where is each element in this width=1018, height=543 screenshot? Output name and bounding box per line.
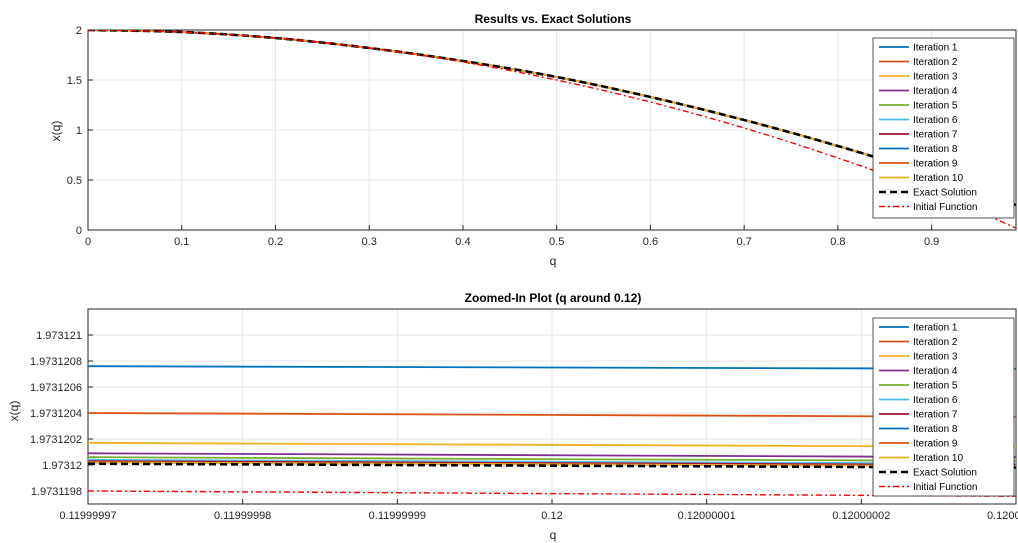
- x-tick-label: 0.3: [362, 236, 377, 248]
- legend-entry: Iteration 2: [913, 57, 958, 68]
- legend-entry: Iteration 8: [913, 424, 958, 435]
- y-tick-label: 1.9731202: [30, 434, 82, 446]
- y-tick-label: 1: [76, 125, 82, 137]
- y-tick-label: 0.5: [67, 175, 82, 187]
- series-line: [88, 490, 1016, 497]
- y-axis-label: x(q): [7, 401, 21, 422]
- chart-zoomed: Zoomed-In Plot (q around 0.12) q x(q) 0.…: [7, 291, 1018, 542]
- x-tick-label: 0.12: [541, 510, 562, 522]
- x-tick-label: 0.5: [549, 236, 564, 248]
- legend-entry: Iteration 1: [913, 43, 958, 54]
- chart-title: Zoomed-In Plot (q around 0.12): [465, 291, 642, 305]
- legend-entry: Iteration 5: [913, 101, 958, 112]
- x-tick-label: 0.12000003: [987, 510, 1018, 522]
- legend-entry: Iteration 3: [913, 72, 958, 83]
- chart-title: Results vs. Exact Solutions: [475, 12, 632, 26]
- x-axis-label: q: [550, 254, 557, 268]
- series-lines: [88, 30, 1016, 229]
- x-tick-label: 0: [85, 236, 91, 248]
- series-line: [88, 458, 1016, 465]
- legend-entry: Iteration 5: [913, 381, 958, 392]
- x-tick-label: 0.11999998: [214, 510, 271, 522]
- legend-entry: Exact Solution: [913, 188, 977, 199]
- legend-entry: Iteration 2: [913, 337, 958, 348]
- y-tick-label: 0: [76, 225, 82, 237]
- y-tick-label: 2: [76, 25, 82, 37]
- legend-entry: Iteration 7: [913, 130, 958, 141]
- series-line: [88, 460, 1016, 466]
- series-line: [88, 412, 1016, 418]
- x-tick-label: 0.2: [268, 236, 283, 248]
- x-tick-label: 0.11999997: [59, 510, 116, 522]
- legend-entry: Iteration 6: [913, 395, 958, 406]
- series-line: [88, 365, 1016, 370]
- series-line: [88, 462, 1016, 469]
- y-tick-label: 1.973121: [36, 330, 82, 342]
- y-tick-label: 1.97312: [42, 460, 82, 472]
- y-tick-label: 1.9731198: [31, 486, 82, 498]
- legend-entry: Iteration 9: [913, 159, 958, 170]
- legend-entry: Exact Solution: [913, 468, 977, 479]
- series-lines: [88, 365, 1016, 497]
- series-line: [88, 442, 1016, 448]
- legend-entry: Iteration 4: [913, 366, 958, 377]
- series-line: [88, 30, 1016, 229]
- axes-box: [87, 308, 1017, 505]
- series-line: [88, 452, 1016, 459]
- legend-entry: Iteration 9: [913, 439, 958, 450]
- legend: Iteration 1 Iteration 2 Iteration 3 Iterati…: [872, 317, 1015, 497]
- legend-entry: Iteration 6: [913, 115, 958, 126]
- legend-entry: Iteration 7: [913, 410, 958, 421]
- y-tick-label: 1.9731208: [30, 356, 82, 368]
- x-tick-label: 0.7: [737, 236, 752, 248]
- x-axis-label: q: [550, 528, 557, 542]
- legend-entry: Iteration 3: [913, 352, 958, 363]
- y-tick-label: 1.9731204: [30, 408, 82, 420]
- axes-box: [87, 29, 1017, 231]
- x-tick-label: 0.1: [174, 236, 189, 248]
- legend-entry: Iteration 4: [913, 86, 958, 97]
- series-line: [88, 456, 1016, 462]
- x-tick-label: 0.11999999: [369, 510, 426, 522]
- x-tick-label: 0.4: [455, 236, 470, 248]
- legend: Iteration 1 Iteration 2 Iteration 3 Iterati…: [872, 37, 1015, 219]
- y-axis-label: x(q): [49, 121, 63, 142]
- legend-box: [872, 37, 1015, 219]
- y-tick-label: 1.9731206: [30, 382, 82, 394]
- legend-box: [872, 317, 1015, 497]
- x-tick-label: 0.8: [830, 236, 845, 248]
- chart-results: Results vs. Exact Solutions q x(q) 0 0.1 0…: [49, 12, 1017, 268]
- y-tick-label: 1.5: [67, 75, 82, 87]
- legend-entry: Iteration 10: [913, 173, 963, 184]
- x-tick-label: 0.6: [643, 236, 658, 248]
- x-tick-label: 0.12000001: [678, 510, 736, 522]
- x-tick-label: 0.9: [924, 236, 939, 248]
- legend-entry: Iteration 1: [913, 323, 958, 334]
- legend-entry: Iteration 8: [913, 144, 958, 155]
- legend-entry: Initial Function: [913, 482, 977, 493]
- legend-entry: Iteration 10: [913, 453, 963, 464]
- x-tick-label: 0.12000002: [832, 510, 890, 522]
- legend-entry: Initial Function: [913, 202, 977, 213]
